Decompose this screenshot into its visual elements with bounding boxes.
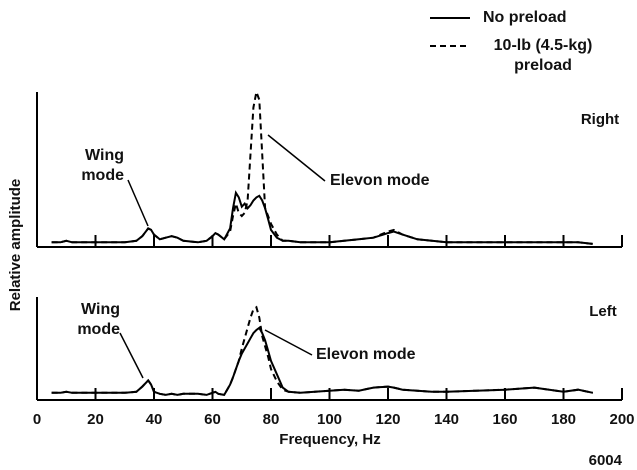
x-tick-label: 0	[33, 411, 41, 428]
leader	[264, 329, 313, 356]
legend-label: 10-lb (4.5-kg) preload	[493, 37, 593, 74]
x-tick-label: 100	[317, 411, 342, 428]
annotation: Elevon mode	[330, 172, 430, 189]
series-line	[51, 190, 593, 245]
annotation: Wing mode	[77, 301, 120, 338]
leader	[267, 134, 326, 182]
x-tick-label: 80	[263, 411, 280, 428]
panel-label: Right	[581, 111, 619, 128]
series-line	[51, 305, 594, 397]
x-tick-label: 180	[551, 411, 576, 428]
series-line	[51, 88, 593, 245]
x-tick-label: 60	[204, 411, 221, 428]
legend-label: No preload	[483, 9, 567, 26]
x-tick-label: 40	[146, 411, 163, 428]
x-tick-label: 200	[609, 411, 634, 428]
panel-label: Left	[589, 303, 617, 320]
annotation: Elevon mode	[316, 346, 416, 363]
figure-id: 6004	[589, 452, 623, 469]
x-tick-label: 160	[492, 411, 517, 428]
x-tick-label: 20	[87, 411, 104, 428]
leader	[127, 179, 149, 227]
leader	[119, 332, 144, 379]
x-tick-label: 140	[434, 411, 459, 428]
x-tick-label: 120	[375, 411, 400, 428]
annotation: Wing mode	[81, 147, 124, 184]
x-label: Frequency, Hz	[279, 431, 380, 448]
y-label: Relative amplitude	[7, 179, 24, 312]
